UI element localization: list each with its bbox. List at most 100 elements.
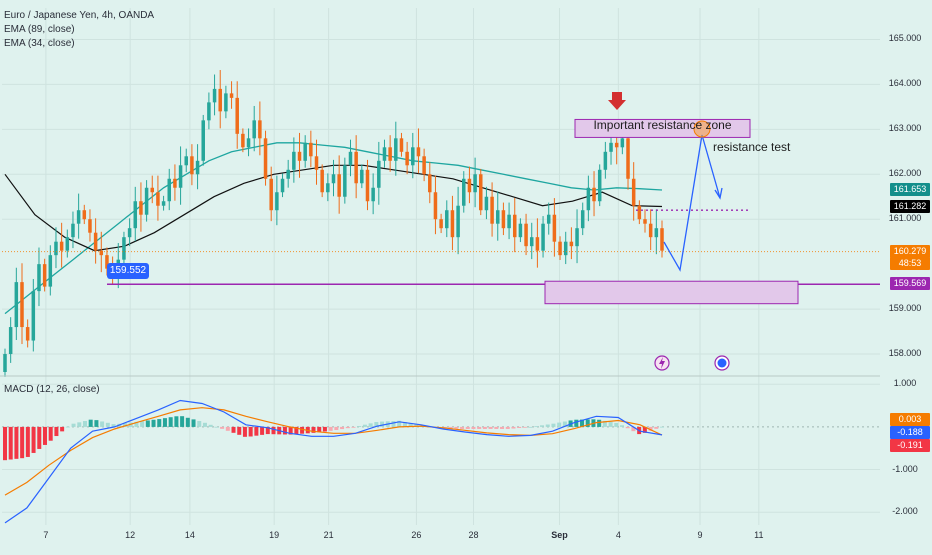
candle-body: [122, 237, 126, 260]
candle-body: [241, 133, 245, 148]
macd-histogram-bar: [60, 426, 65, 432]
macd-histogram-bar: [220, 426, 225, 429]
candle-body: [422, 156, 426, 175]
macd-histogram-bar: [105, 422, 110, 427]
candle-body: [173, 178, 177, 188]
candle-body: [399, 138, 404, 152]
candle-body: [428, 174, 432, 193]
candle-body: [212, 88, 217, 103]
macd-histogram-bar: [585, 419, 590, 427]
candle-body: [309, 142, 313, 157]
macd-histogram-bar: [265, 426, 270, 435]
macd-histogram-bar: [511, 426, 516, 429]
macd-histogram-bar: [545, 424, 550, 427]
macd-histogram-bar: [648, 426, 653, 431]
candle-body: [654, 228, 659, 238]
macd-histogram-bar: [197, 420, 202, 427]
candle-body: [529, 237, 534, 247]
time-tick-label: 19: [269, 530, 280, 540]
macd-histogram-bar: [37, 426, 42, 449]
candle-body: [331, 174, 336, 184]
lightning-event-icon[interactable]: [654, 355, 670, 371]
candle-body: [54, 241, 58, 256]
macd-histogram-bar: [414, 424, 419, 427]
macd-histogram-bar: [534, 426, 539, 427]
macd-histogram-bar: [88, 419, 93, 427]
candle-body: [320, 169, 324, 193]
price-tick-label: 158.000: [888, 348, 922, 359]
candle-body: [258, 120, 262, 139]
candle-body: [314, 156, 319, 170]
macd-histogram-bar: [402, 421, 407, 427]
macd-histogram-bar: [631, 426, 636, 432]
macd-histogram-bar: [562, 421, 567, 427]
candle-body: [246, 138, 251, 148]
candle-body: [184, 156, 188, 166]
macd-histogram-bar: [71, 423, 76, 427]
candle-body: [93, 232, 98, 251]
macd-histogram-bar: [214, 426, 219, 428]
candle-body: [229, 93, 234, 98]
macd-histogram-bar: [597, 419, 602, 427]
candle-body: [643, 219, 647, 224]
macd-histogram-bar: [134, 421, 139, 427]
macd-histogram-bar: [448, 426, 453, 429]
macd-line: [4, 399, 663, 524]
candle-body: [161, 201, 166, 206]
earnings-event-icon[interactable]: [714, 355, 730, 371]
candle-body: [490, 196, 494, 224]
price-tick-label: 161.000: [888, 213, 922, 224]
macd-histogram-bar: [517, 426, 522, 428]
candle-body: [99, 250, 104, 256]
support-zone: [544, 280, 799, 305]
macd-histogram-bar: [345, 426, 350, 429]
candle-body: [609, 142, 613, 152]
macd-histogram-bar: [122, 423, 127, 427]
down-arrow-icon: [608, 92, 626, 110]
resistance-zone-label: Important resistance zone: [593, 118, 732, 132]
macd-histogram-bar: [311, 426, 316, 433]
candle-body: [235, 97, 239, 134]
time-tick-label: 28: [468, 530, 479, 540]
ema89-line: [4, 142, 663, 315]
candle-body: [597, 169, 602, 202]
ema34-legend: EMA (34, close): [4, 38, 75, 49]
macd-tick-label: 1.000: [893, 378, 917, 389]
candle-body: [580, 210, 585, 229]
macd-histogram-bar: [522, 426, 527, 428]
macd-histogram-bar: [77, 422, 82, 427]
candle-body: [382, 147, 387, 161]
symbol-title: Euro / Japanese Yen, 4h, OANDA: [4, 10, 155, 21]
support-level-tag[interactable]: 159.552: [107, 263, 149, 279]
candle-body: [445, 210, 449, 229]
price-tick-label: 163.000: [888, 123, 922, 134]
candle-body: [456, 205, 460, 238]
candle-body: [558, 241, 562, 256]
macd-histogram-bar: [225, 426, 230, 431]
macd-histogram-bar: [340, 426, 345, 430]
candle-body: [343, 165, 347, 197]
macd-histogram-bar: [322, 426, 327, 432]
price-tag-ema34: 161.282: [890, 200, 930, 214]
candle-body: [377, 160, 381, 188]
candle-body: [201, 120, 205, 161]
candle-body: [524, 223, 528, 247]
macd-histogram-bar: [362, 424, 367, 427]
macd-histogram-bar: [65, 426, 70, 428]
candle-body: [105, 255, 109, 269]
candle-body: [297, 151, 302, 161]
candle-body: [292, 151, 296, 170]
candle-body: [167, 178, 172, 202]
macd-histogram-bar: [231, 426, 236, 433]
macd-histogram-bar: [54, 426, 59, 437]
time-tick-label: 7: [43, 530, 49, 540]
macd-histogram-bar: [151, 419, 156, 427]
price-tick-label: 165.000: [888, 33, 922, 44]
candle-body: [263, 138, 268, 179]
macd-histogram-bar: [357, 426, 362, 427]
macd-histogram-bar: [208, 424, 213, 427]
candle-body: [59, 241, 64, 251]
macd-histogram-bar: [237, 426, 242, 435]
